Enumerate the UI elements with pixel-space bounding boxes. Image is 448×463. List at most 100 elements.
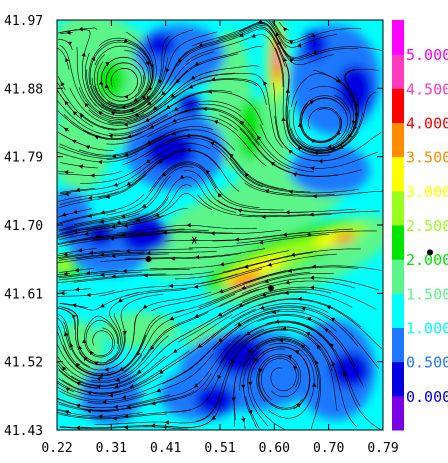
colorbar-label: 4.500 <box>406 80 448 98</box>
streamline-arrow <box>306 232 311 237</box>
streamline-arrow <box>74 267 79 273</box>
station-marker <box>267 285 274 292</box>
streamline-arrow <box>62 366 67 371</box>
streamline-arrow <box>147 100 152 105</box>
streamline-arrow <box>310 166 315 171</box>
streamline-arrow <box>316 345 321 350</box>
streamline <box>219 321 335 364</box>
colorbar-segment <box>392 395 404 431</box>
heat-region <box>57 257 72 273</box>
colorbar-marker <box>427 249 433 256</box>
streamline-arrow <box>113 182 118 187</box>
streamline-arrow <box>218 288 224 293</box>
heat-region <box>333 232 357 244</box>
streamline-arrow <box>237 322 242 327</box>
colorbar-segment <box>392 293 404 328</box>
streamline-arrow <box>129 384 135 389</box>
colorbar-segment <box>392 190 404 226</box>
streamline-arrow <box>126 181 131 186</box>
streamline-arrow <box>297 146 303 151</box>
heat-region <box>337 65 373 115</box>
streamline-arrow <box>287 268 293 273</box>
streamline-arrow <box>75 425 80 430</box>
streamline-arrow <box>241 418 246 423</box>
streamline-arrow <box>81 52 86 57</box>
streamline-arrow <box>77 345 83 350</box>
streamline-arrow <box>171 130 177 136</box>
streamline-arrow <box>282 326 287 331</box>
streamline-arrow <box>116 220 121 225</box>
streamline-arrow <box>194 61 200 66</box>
streamline-arrow <box>210 141 215 146</box>
streamline-arrow <box>84 231 89 236</box>
streamline <box>113 314 233 389</box>
streamline-arrow <box>65 387 70 392</box>
streamline-arrow <box>86 270 91 276</box>
streamline-arrow <box>282 232 287 237</box>
streamline-arrow <box>123 223 128 228</box>
streamline-arrow <box>145 159 151 164</box>
colorbar-segment <box>392 54 404 89</box>
streamline-arrow <box>126 405 131 410</box>
streamline-arrow <box>301 306 306 311</box>
streamline-arrow <box>257 135 262 141</box>
streamline-arrow <box>211 77 216 82</box>
streamline-arrow <box>270 161 276 166</box>
streamline-arrow <box>194 383 199 388</box>
streamline-arrow <box>239 120 245 126</box>
streamline-arrow <box>105 62 110 67</box>
streamline-arrow <box>309 212 314 217</box>
streamline-arrow <box>211 415 217 420</box>
streamline-arrow <box>297 43 302 48</box>
streamline-arrow <box>64 127 69 132</box>
streamline-arrow <box>100 272 105 278</box>
streamline-arrow <box>143 273 148 278</box>
streamline-arrow <box>123 38 129 43</box>
heat-region <box>95 60 125 100</box>
heat-region <box>274 48 280 68</box>
streamline-arrow <box>121 104 126 110</box>
streamline-arrow <box>98 414 103 419</box>
streamline-arrow <box>311 264 317 269</box>
streamline-arrow <box>284 290 289 295</box>
streamline-arrow <box>234 237 239 242</box>
colorbar-label: 3.500 <box>406 149 448 167</box>
streamline-arrow <box>229 153 234 158</box>
streamline <box>57 390 195 411</box>
streamline-arrow <box>154 212 160 217</box>
y-tick-label: 41.97 <box>4 14 43 29</box>
streamline-arrow <box>324 328 329 333</box>
heat-region <box>145 130 195 170</box>
streamline-arrow <box>330 317 336 322</box>
streamline-arrow <box>305 332 311 337</box>
streamline <box>268 342 315 419</box>
y-tick-label: 41.52 <box>4 356 43 371</box>
streamline-arrow <box>285 210 290 215</box>
x-tick-label: 0.60 <box>259 441 290 456</box>
streamline-arrow <box>125 248 130 253</box>
streamline-arrow <box>168 283 173 289</box>
streamline-arrow <box>146 140 152 144</box>
heat-region <box>195 385 235 415</box>
streamline <box>98 150 220 199</box>
streamline-arrow <box>83 356 88 362</box>
colorbar-segment <box>392 361 404 397</box>
streamline-arrow <box>312 382 317 387</box>
streamline <box>301 98 348 142</box>
streamline-arrow <box>217 374 222 380</box>
streamline-arrow <box>217 193 222 198</box>
streamline-arrow <box>219 262 225 267</box>
streamline-arrow <box>84 102 89 108</box>
streamline <box>58 409 71 413</box>
colorbar-label: 2.500 <box>406 217 448 235</box>
streamline-arrow <box>253 357 258 363</box>
asterisk-stroke <box>191 236 197 244</box>
colorbar: 0.000 0.500 1.000 1.500 2.000 2.500 3.000 3.500… <box>392 20 448 431</box>
colorbar-label: 4.000 <box>406 115 448 133</box>
streamline-arrow <box>339 144 344 149</box>
y-tick-label: 41.88 <box>4 82 43 97</box>
streamline-arrow <box>118 298 123 303</box>
streamline-arrow <box>108 133 113 139</box>
heat-region <box>228 270 262 290</box>
streamline-arrow <box>67 41 72 46</box>
